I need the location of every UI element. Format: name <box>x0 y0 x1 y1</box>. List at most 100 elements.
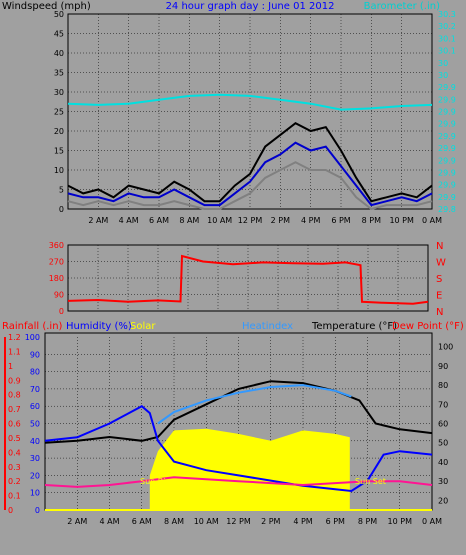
series-temperature <box>44 380 433 444</box>
barometer-tick-label: 29.8 <box>438 205 456 214</box>
series-wind-average <box>67 141 433 207</box>
series-panel1 <box>67 93 433 211</box>
windspeed-tick-label: 5 <box>59 186 64 195</box>
direction-tick-label: 90 <box>54 291 64 300</box>
windspeed-tick-label: 25 <box>54 108 64 117</box>
rainfall-tick-label: 1.2 <box>8 333 21 342</box>
legend-humidity: Humidity (%) <box>66 321 132 332</box>
series-heatindex <box>157 384 352 425</box>
time-tick-label: 4 PM <box>293 517 312 526</box>
humidity-tick-label: 90 <box>30 350 40 359</box>
time-tick-label: 10 AM <box>194 517 219 526</box>
time-tick-label: 6 AM <box>132 517 152 526</box>
legend-rainfall: Rainfall (.in) <box>2 321 63 332</box>
legend-temperature: Temperature (°F) <box>311 321 397 332</box>
series-barometer <box>67 93 433 111</box>
series-wind-speed <box>67 161 433 211</box>
rainfall-tick-label: 0.5 <box>8 434 21 443</box>
temperature-tick-label: 90 <box>438 362 448 371</box>
humidity-tick-label: 40 <box>30 437 40 446</box>
annotation-sun-rise: Sun Rise <box>140 477 175 486</box>
time-tick-label: 2 AM <box>88 216 108 225</box>
humidity-tick-label: 30 <box>30 454 40 463</box>
barometer-tick-label: 29.9 <box>438 193 456 202</box>
compass-tick-label: E <box>436 291 442 302</box>
tick-labels-temperature: 20 30 40 50 60 70 80 90 100 <box>438 343 453 506</box>
series-solar <box>149 428 350 510</box>
rainfall-tick-label: 0.7 <box>8 405 21 414</box>
temperature-tick-label: 20 <box>438 496 448 505</box>
barometer-tick-label: 29.9 <box>438 108 456 117</box>
time-tick-label: 6 PM <box>326 517 345 526</box>
direction-tick-label: 270 <box>49 258 64 267</box>
windspeed-tick-label: 10 <box>54 166 64 175</box>
rainfall-tick-label: 0 <box>8 506 13 515</box>
rainfall-tick-label: 0.1 <box>8 492 21 501</box>
rainfall-tick-label: 0.6 <box>8 420 21 429</box>
barometer-tick-label: 30 <box>438 71 448 80</box>
windspeed-tick-label: 30 <box>54 88 64 97</box>
time-tick-label: 12 PM <box>226 517 251 526</box>
barometer-tick-label: 29.9 <box>438 156 456 165</box>
time-tick-label: 10 AM <box>207 216 232 225</box>
barometer-tick-label: 30.1 <box>438 47 456 56</box>
time-tick-label: 8 PM <box>358 517 377 526</box>
barometer-tick-label: 29.9 <box>438 144 456 153</box>
temperature-tick-label: 40 <box>438 458 448 467</box>
barometer-tick-label: 29.9 <box>438 132 456 141</box>
windspeed-tick-label: 45 <box>54 30 64 39</box>
temperature-tick-label: 100 <box>438 343 453 352</box>
legend-dew-point: Dew Point (°F) <box>392 321 464 332</box>
time-tick-label: 0 AM <box>422 216 442 225</box>
grid-panel1 <box>68 14 432 209</box>
tick-labels-humidity: 0 10 20 30 40 50 60 70 80 90 100 <box>25 333 40 515</box>
compass-tick-label: N <box>436 241 443 252</box>
series-dew-point <box>44 476 433 488</box>
barometer-tick-label: 30.1 <box>438 34 456 43</box>
humidity-tick-label: 50 <box>30 420 40 429</box>
tick-labels-left-panel2: 0 90 180 270 360 <box>49 241 64 316</box>
windspeed-tick-label: 0 <box>59 205 64 214</box>
humidity-tick-label: 10 <box>30 489 40 498</box>
time-tick-label: 12 PM <box>238 216 263 225</box>
time-tick-label: 6 AM <box>149 216 169 225</box>
temperature-tick-label: 30 <box>438 477 448 486</box>
direction-tick-label: 0 <box>59 307 64 316</box>
time-tick-label: 10 PM <box>388 517 413 526</box>
humidity-tick-label: 100 <box>25 333 40 342</box>
time-tick-label: 4 AM <box>119 216 139 225</box>
series-wind-direction <box>67 254 429 305</box>
rainfall-tick-label: 0.8 <box>8 391 21 400</box>
time-tick-label: 8 AM <box>179 216 199 225</box>
rainfall-tick-label: 0.9 <box>8 376 21 385</box>
barometer-tick-label: 29.9 <box>438 120 456 129</box>
windspeed-tick-label: 20 <box>54 127 64 136</box>
time-tick-label: 8 AM <box>164 517 184 526</box>
time-tick-label: 2 PM <box>261 517 280 526</box>
barometer-tick-label: 30 <box>438 59 448 68</box>
compass-tick-label: W <box>436 258 446 269</box>
humidity-tick-label: 70 <box>30 385 40 394</box>
humidity-tick-label: 60 <box>30 402 40 411</box>
barometer-tick-label: 29.9 <box>438 168 456 177</box>
time-tick-label: 8 PM <box>362 216 381 225</box>
series-humidity <box>44 404 433 493</box>
temperature-tick-label: 80 <box>438 381 448 390</box>
direction-tick-label: 180 <box>49 274 64 283</box>
series-wind-gust <box>67 122 433 203</box>
time-tick-label: 10 PM <box>389 216 414 225</box>
chart-title: 24 hour graph day : June 01 2012 <box>166 1 335 12</box>
time-tick-label: 4 AM <box>99 517 119 526</box>
tick-labels-x-panel1: 2 AM 4 AM 6 AM 8 AM 10 AM 12 PM 2 PM 4 PM 6 PM 8 … <box>88 216 442 225</box>
tick-labels-x-panel3: 2 AM 4 AM 6 AM 8 AM 10 AM 12 PM 2 PM 4 PM 6 PM 8 … <box>67 517 442 526</box>
tick-labels-left-panel1: 0 5 10 15 20 25 30 35 40 45 50 <box>54 10 64 214</box>
windspeed-tick-label: 40 <box>54 49 64 58</box>
time-tick-label: 4 PM <box>301 216 320 225</box>
compass-tick-label: N <box>436 307 443 318</box>
humidity-tick-label: 0 <box>35 506 40 515</box>
barometer-tick-label: 29.9 <box>438 95 456 104</box>
